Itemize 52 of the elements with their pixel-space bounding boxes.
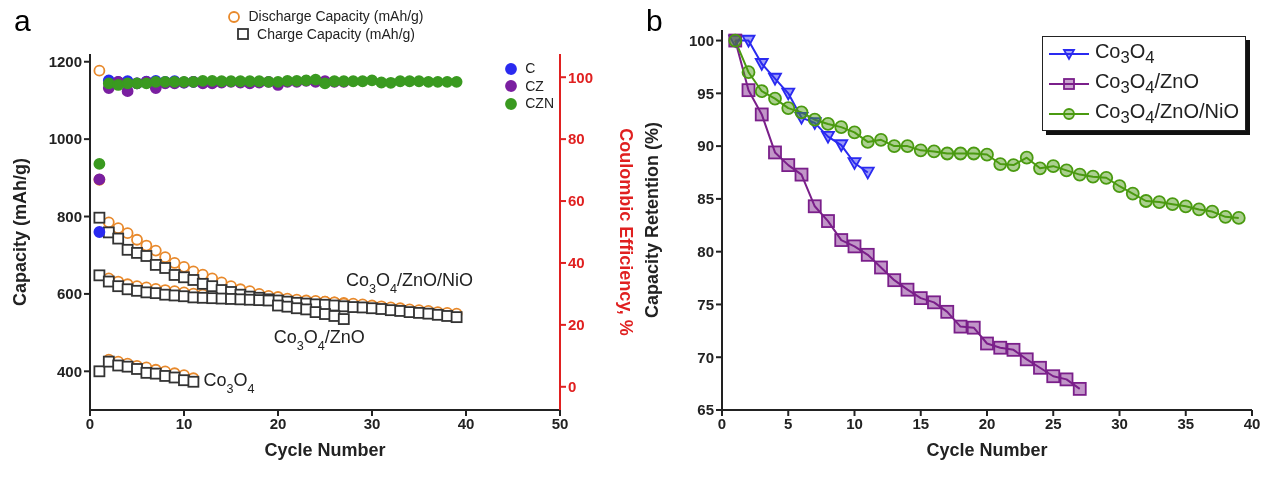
x-tick-label: 15 <box>912 414 930 432</box>
x-tick-label: 25 <box>1044 414 1062 432</box>
legend-label: Discharge Capacity (mAh/g) <box>248 8 424 26</box>
x-tick-label: 30 <box>1111 414 1128 432</box>
x-axis-title: Cycle Number <box>926 440 1048 460</box>
legend-label: Charge Capacity (mAh/g) <box>257 25 415 43</box>
x-tick-label: 40 <box>457 414 475 432</box>
legend-label: Co$_{3}$O$_{4}$ <box>1094 39 1155 69</box>
y-tick-label: 800 <box>56 207 82 225</box>
y-tick-label: 1000 <box>48 130 82 148</box>
y-tick-label: 400 <box>56 362 82 380</box>
y2-tick-label: 0 <box>568 378 577 396</box>
y-tick-label: 100 <box>688 31 714 49</box>
legend-label: C <box>525 60 536 78</box>
chart-title: b <box>646 4 663 38</box>
legend-label: CZ <box>525 77 544 95</box>
y2-tick-label: 40 <box>568 254 585 272</box>
y-axis-title: Capacity Retention (%) <box>642 121 662 319</box>
x-tick-label: 0 <box>717 414 727 432</box>
y-tick-label: 90 <box>697 137 714 155</box>
y-axis-title: Capacity (mAh/g) <box>10 157 30 307</box>
y2-axis-title: Coulombic Efficiency, % <box>616 128 636 336</box>
x-tick-label: 40 <box>1243 414 1261 432</box>
y-tick-label: 1200 <box>48 53 82 71</box>
x-tick-label: 30 <box>363 414 381 432</box>
legend-label: CZN <box>525 95 554 113</box>
annotation: Co$_{3}$O$_{4}$ <box>203 369 255 396</box>
x-tick-label: 35 <box>1177 414 1195 432</box>
x-tick-label: 10 <box>846 414 863 432</box>
legend-label: Co$_{3}$O$_{4}$/ZnO <box>1094 68 1199 99</box>
annotation: Co$_{3}$O$_{4}$/ZnO/NiO <box>346 270 474 297</box>
x-tick-label: 20 <box>269 414 287 432</box>
y-tick-label: 80 <box>697 242 714 260</box>
y2-tick-label: 100 <box>568 68 594 86</box>
y-tick-label: 65 <box>697 401 714 419</box>
y-tick-label: 95 <box>697 84 714 102</box>
y2-tick-label: 20 <box>568 316 585 334</box>
y-tick-label: 70 <box>697 348 714 366</box>
x-tick-label: 20 <box>978 414 996 432</box>
chart-title: a <box>14 4 31 38</box>
legend-label: Co$_{3}$O$_{4}$/ZnO/NiO <box>1094 98 1239 129</box>
y-tick-label: 75 <box>697 295 714 313</box>
x-tick-label: 10 <box>175 414 193 432</box>
y2-tick-label: 80 <box>568 130 585 148</box>
x-tick-label: 0 <box>85 414 95 432</box>
x-tick-label: 50 <box>551 414 569 432</box>
x-tick-label: 5 <box>784 414 793 432</box>
y-tick-label: 85 <box>697 190 714 208</box>
x-axis-title: Cycle Number <box>264 440 386 460</box>
annotation: Co$_{3}$O$_{4}$/ZnO <box>273 327 365 354</box>
y-tick-label: 600 <box>56 285 82 303</box>
y2-tick-label: 60 <box>568 192 585 210</box>
